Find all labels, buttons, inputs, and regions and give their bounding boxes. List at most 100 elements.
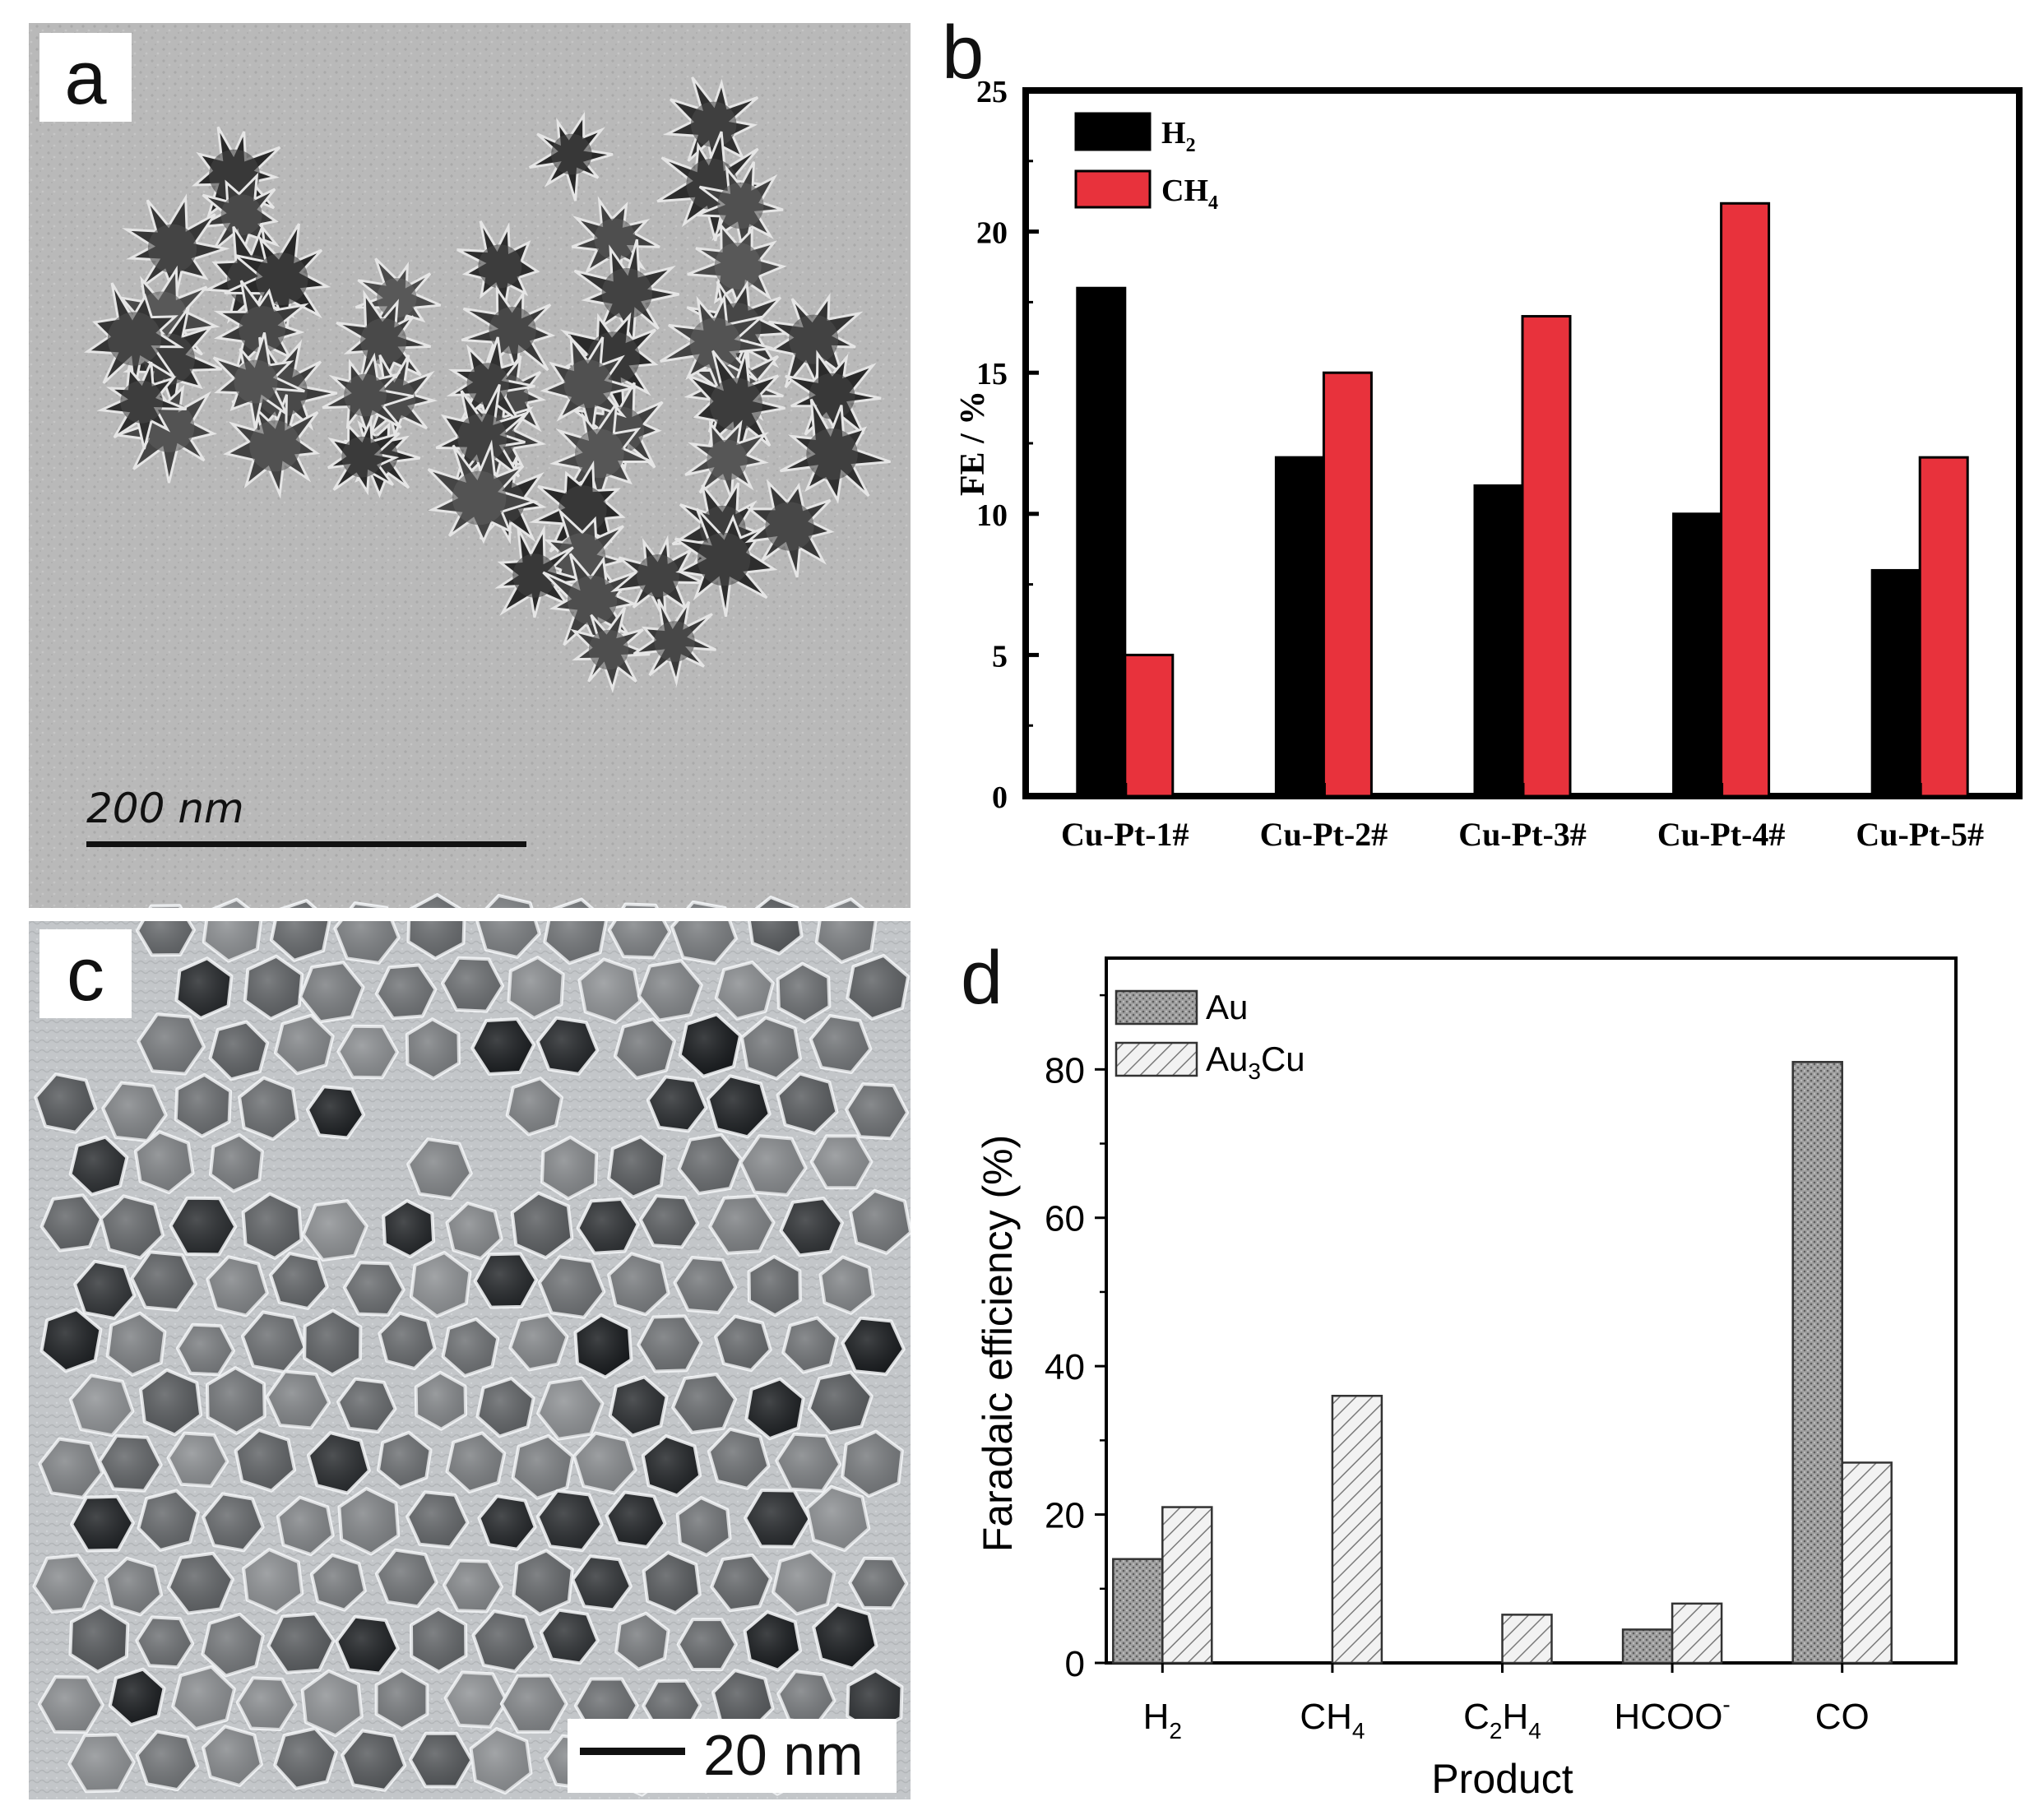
- bar-ch4-5: [1918, 456, 1969, 798]
- tem-particle: [642, 1679, 702, 1732]
- scale-bar-box-c: [568, 1719, 897, 1793]
- tem-particle: [208, 1020, 270, 1081]
- tem-particle: [610, 535, 704, 623]
- legend-swatch-b: [1074, 112, 1152, 151]
- tem-particle: [775, 1432, 842, 1493]
- tem-particle: [849, 1188, 913, 1255]
- tem-particle: [70, 1494, 135, 1553]
- tem-particle: [779, 1197, 844, 1257]
- y-tick-label-b: 10: [976, 498, 1008, 533]
- tem-particle: [268, 1252, 329, 1310]
- tem-particle: [39, 1308, 103, 1373]
- tem-particle: [633, 599, 717, 688]
- tem-particle: [614, 1611, 670, 1671]
- tem-particle: [240, 1310, 307, 1374]
- tem-particle: [335, 1614, 400, 1675]
- tem-particle: [470, 1017, 536, 1076]
- panel-a: a 200 nm: [29, 23, 911, 908]
- tem-particle: [540, 1135, 599, 1201]
- tem-particle: [355, 257, 442, 337]
- tem-particle: [662, 76, 759, 172]
- x-tick-label-b: Cu-Pt-5#: [1856, 816, 1984, 853]
- tem-particle: [536, 1376, 605, 1441]
- scale-bar-c: [580, 1748, 685, 1755]
- tem-particle: [322, 352, 415, 438]
- tem-particle: [234, 1428, 297, 1493]
- bar-h2-2: [1274, 456, 1325, 798]
- tem-particle: [535, 1016, 600, 1076]
- bar-ch4-4: [1720, 201, 1771, 798]
- tem-particle: [377, 1430, 433, 1489]
- dendritic-nanoparticle-cluster: [83, 76, 891, 693]
- tem-particle: [776, 961, 832, 1024]
- y-tick-label-b: 20: [976, 216, 1008, 251]
- tem-particle: [637, 959, 703, 1022]
- bar-h2-3: [1473, 484, 1524, 798]
- tem-particle: [378, 1311, 437, 1371]
- tem-particle: [542, 553, 638, 655]
- tem-particle: [68, 1135, 129, 1197]
- tem-particle: [175, 1322, 235, 1377]
- tem-particle: [641, 1433, 702, 1498]
- tem-particle: [744, 479, 835, 578]
- tem-particle: [32, 1554, 98, 1614]
- y-axis-label-b: FE / %: [954, 391, 992, 496]
- panel-letter-b: b: [942, 11, 984, 95]
- tem-particle: [135, 1730, 200, 1792]
- tem-particle: [747, 1254, 802, 1318]
- tem-particle: [273, 1013, 335, 1076]
- tem-particle: [83, 282, 184, 391]
- tem-particle: [427, 439, 539, 544]
- tem-particle: [846, 1669, 904, 1734]
- tem-particle: [441, 956, 505, 1013]
- tem-particle: [569, 606, 651, 693]
- tem-particle: [848, 1556, 909, 1610]
- tem-particle: [571, 1554, 633, 1612]
- tem-particle: [696, 161, 784, 257]
- tem-particle: [473, 1252, 538, 1309]
- tem-particle: [512, 1549, 574, 1616]
- tem-particle: [744, 1377, 805, 1441]
- bar-au3cu-5: [1841, 1461, 1893, 1665]
- panel-letter-box-a: [39, 33, 132, 122]
- tem-particle: [528, 111, 614, 201]
- tem-particle: [68, 1605, 130, 1674]
- tem-particle: [613, 1017, 676, 1080]
- panel-d: d 0 20 40 60 80 Faradaic efficiency (%) Produc…: [961, 936, 1958, 1802]
- tem-particle: [711, 1669, 775, 1732]
- tem-particle: [687, 350, 785, 463]
- tem-particle: [171, 1665, 236, 1730]
- bar-au3cu-4: [1671, 1602, 1723, 1665]
- x-tick-label-d: C2H4: [1463, 1697, 1541, 1744]
- tem-particle: [374, 1548, 438, 1609]
- panel-c: c 20 nm: [0, 892, 2039, 1820]
- x-axis-label-d: Product: [1431, 1756, 1573, 1802]
- tem-particle: [108, 1667, 166, 1727]
- bar-au3cu-1: [1161, 1506, 1213, 1665]
- tem-particle: [841, 1316, 906, 1376]
- bar-h2-4: [1672, 512, 1723, 798]
- tem-particle: [743, 1609, 803, 1672]
- scale-bar-label-a: 200 nm: [86, 785, 244, 832]
- tem-particle: [678, 1012, 742, 1078]
- legend-swatch-b: [1074, 169, 1152, 209]
- tem-particle: [336, 1024, 399, 1080]
- tem-particle: [537, 1255, 606, 1319]
- tem-particle: [505, 1077, 563, 1137]
- tem-particle: [714, 960, 775, 1021]
- tem-particle: [342, 1261, 405, 1317]
- tem-particle: [677, 1132, 743, 1196]
- panel-b: b 0 5 10 15 20 25 FE / % Cu-Pt-1# Cu-Pt-2# Cu-Pt-…: [942, 11, 2023, 853]
- tem-particle: [68, 1373, 135, 1438]
- tem-particle: [608, 1375, 669, 1438]
- tem-particle: [740, 1016, 802, 1081]
- tem-particle: [133, 1130, 195, 1195]
- tem-particle: [818, 1255, 875, 1315]
- tem-particle: [105, 1311, 167, 1377]
- tem-particle: [374, 963, 438, 1021]
- chart-d: 0 20 40 60 80 Faradaic efficiency (%) Product H…: [975, 956, 1958, 1802]
- scale-bar-a: [86, 841, 526, 847]
- tem-particle: [37, 1675, 104, 1734]
- tem-particle: [67, 1733, 136, 1794]
